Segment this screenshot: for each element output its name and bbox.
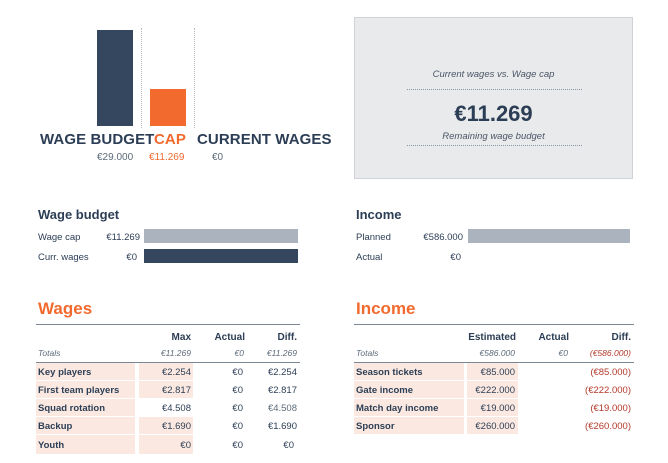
section-title: Income	[356, 207, 402, 222]
totals-label: Totals	[356, 348, 379, 358]
cap-label: CAP	[154, 131, 186, 148]
table-row-label: Squad rotation	[38, 403, 106, 414]
card-divider	[407, 89, 582, 90]
wage-budget-label: WAGE BUDGET	[40, 131, 155, 148]
current-wages-value: €0	[212, 152, 224, 163]
col-header-max: Max	[171, 332, 191, 343]
planned-label: Planned	[356, 232, 391, 243]
row-estimated-bg	[467, 417, 518, 435]
row-label-bg	[354, 363, 464, 381]
table-row-estimated: €222.000	[475, 385, 515, 396]
table-row-estimated: €85.000	[480, 367, 515, 378]
col-header-actual: Actual	[538, 332, 569, 343]
actual-label: Actual	[356, 252, 383, 263]
table-row-estimated: €19.000	[480, 403, 515, 414]
table-row-actual: €0	[232, 403, 243, 414]
remaining-budget-amount: €11.269	[454, 101, 533, 126]
wage-cap-label: Wage cap	[38, 232, 81, 243]
planned-bar	[468, 229, 630, 243]
totals-diff: (€586.000)	[589, 348, 631, 358]
cap-value: €11.269	[149, 152, 185, 163]
title-rule	[354, 324, 634, 325]
table-row-actual: €0	[232, 367, 243, 378]
table-row-max: €2.254	[161, 367, 191, 378]
planned-value: €586.000	[423, 232, 463, 243]
col-header-actual: Actual	[214, 332, 245, 343]
current-wages-mini-bar	[144, 249, 298, 263]
table-row-label: First team players	[38, 385, 120, 396]
table-row-label: Backup	[38, 421, 73, 432]
totals-label: Totals	[38, 348, 61, 358]
table-row-diff: (€260.000)	[585, 421, 631, 432]
row-label-bg	[36, 363, 135, 381]
table-row-max: €0	[180, 440, 191, 451]
card-subcaption: Remaining wage budget	[442, 131, 545, 142]
current-wages-mini-value: €0	[126, 252, 137, 263]
wages-title: Wages	[38, 299, 93, 318]
row-max-bg	[139, 435, 193, 455]
table-row-max: €4.508	[161, 403, 191, 414]
card-caption: Current wages vs. Wage cap	[432, 69, 555, 80]
table-row-diff: €0	[283, 440, 294, 451]
col-header-diff: Diff.	[611, 332, 631, 343]
table-row-max: €2.817	[161, 385, 191, 396]
row-estimated-bg	[467, 399, 518, 417]
card-divider	[407, 145, 582, 146]
col-header-estimated: Estimated	[468, 332, 516, 343]
wage-cap-bar	[144, 229, 298, 243]
totals-rule	[354, 362, 634, 363]
title-rule	[36, 324, 300, 325]
totals-actual: €0	[234, 348, 244, 358]
totals-estimated: €586.000	[479, 348, 515, 358]
income-title: Income	[356, 299, 416, 318]
row-label-bg	[36, 399, 135, 417]
section-title: Wage budget	[38, 207, 120, 222]
table-row-diff: (€222.000)	[585, 385, 631, 396]
table-row-label: Key players	[38, 367, 92, 378]
table-row-actual: €0	[232, 385, 243, 396]
row-label-bg	[354, 417, 464, 435]
wage-cap-value: €11.269	[106, 232, 140, 243]
totals-diff: €11.269	[266, 348, 297, 358]
cap-bar	[150, 89, 186, 126]
row-max-bg	[139, 417, 193, 435]
row-label-bg	[354, 381, 464, 399]
row-estimated-bg	[467, 363, 518, 381]
row-label-bg	[36, 417, 135, 435]
table-row-actual: €0	[232, 440, 243, 451]
totals-max: €11.269	[160, 348, 191, 358]
table-row-estimated: €260.000	[475, 421, 515, 432]
table-row-label: Match day income	[356, 403, 439, 414]
remaining-budget-card: Current wages vs. Wage cap €11.269 Remai…	[354, 17, 633, 179]
table-row-diff: €2.817	[267, 385, 297, 396]
table-row-diff: (€19.000)	[590, 403, 631, 414]
table-row-label: Gate income	[356, 385, 414, 396]
table-row-label: Youth	[38, 440, 65, 451]
row-max-bg	[139, 363, 193, 381]
current-wages-mini-label: Curr. wages	[38, 252, 89, 263]
actual-value: €0	[450, 252, 461, 263]
table-row-diff: €1.690	[267, 421, 297, 432]
row-max-bg	[139, 399, 193, 417]
table-row-diff: (€85.000)	[590, 367, 631, 378]
table-row-label: Season tickets	[356, 367, 423, 378]
row-label-bg	[354, 399, 464, 417]
table-row-label: Sponsor	[356, 421, 395, 432]
col-header-diff: Diff.	[277, 332, 297, 343]
totals-rule	[36, 362, 300, 363]
current-wages-label: CURRENT WAGES	[197, 131, 332, 148]
totals-actual: €0	[558, 348, 568, 358]
table-row-actual: €0	[232, 421, 243, 432]
row-estimated-bg	[467, 381, 518, 399]
table-row-max: €1.690	[161, 421, 191, 432]
row-label-bg	[36, 435, 135, 455]
chart-divider	[141, 28, 142, 128]
row-label-bg	[36, 381, 135, 399]
wage-budget-bar	[97, 30, 133, 126]
wage-budget-value: €29.000	[97, 152, 134, 163]
table-row-diff: €2.254	[267, 367, 297, 378]
row-max-bg	[139, 381, 193, 399]
chart-divider	[194, 28, 195, 128]
table-row-diff: €4.508	[267, 403, 297, 414]
